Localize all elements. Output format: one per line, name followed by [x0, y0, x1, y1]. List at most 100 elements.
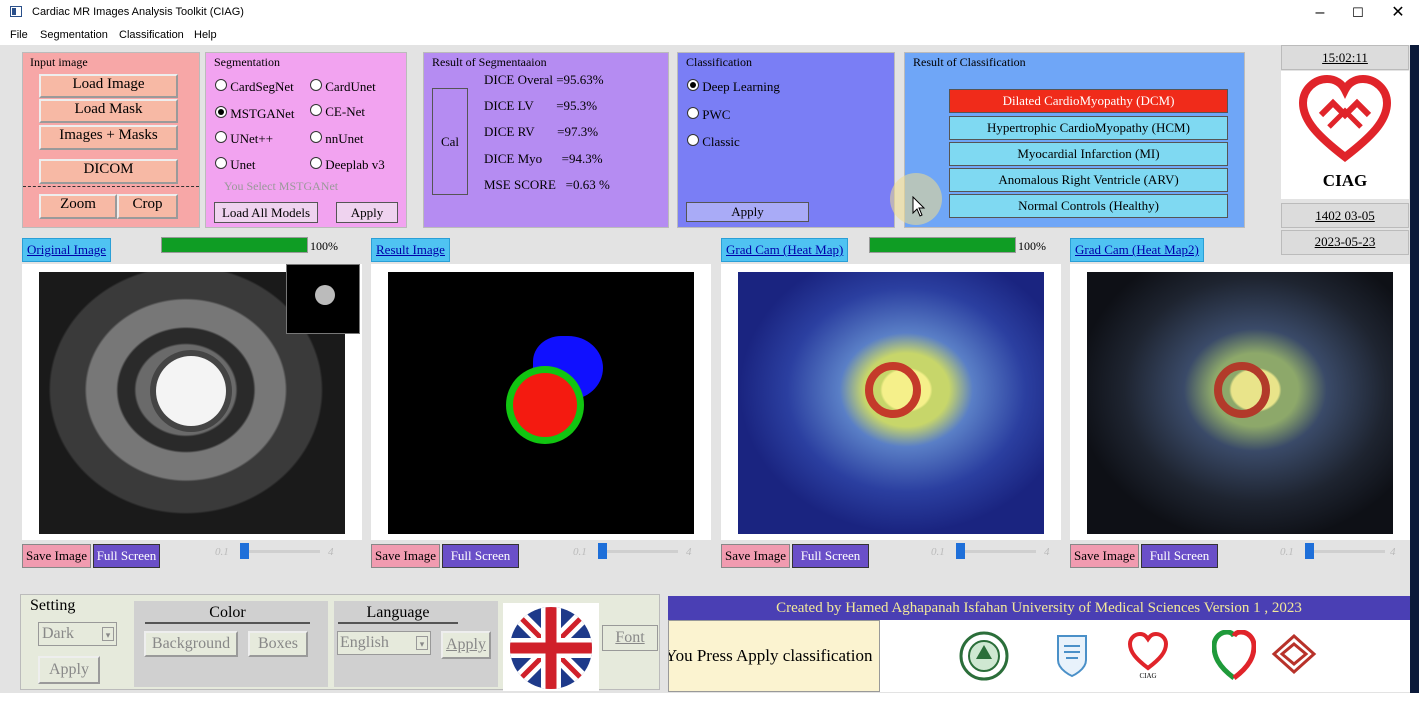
- zoom-slider-2[interactable]: [598, 550, 678, 553]
- color-group: Color Background Boxes: [134, 601, 328, 687]
- crop-button[interactable]: Crop: [117, 194, 178, 219]
- background-color-button[interactable]: Background: [144, 631, 238, 657]
- radio-icon: [215, 79, 227, 91]
- slider-max-4: 4: [1390, 546, 1396, 558]
- tab-original-image[interactable]: Original Image: [22, 238, 112, 262]
- radio-nnunet[interactable]: nnUnet: [310, 131, 364, 147]
- slider-thumb-1[interactable]: [240, 543, 249, 559]
- persian-date: 1402 03-05: [1315, 208, 1375, 223]
- title-bar: Cardiac MR Images Analysis Toolkit (CIAG…: [0, 0, 1419, 26]
- slider-thumb-2[interactable]: [598, 543, 607, 559]
- uk-flag-icon[interactable]: [509, 606, 593, 690]
- slider-thumb-3[interactable]: [956, 543, 965, 559]
- gradcam-image-frame: [721, 264, 1061, 540]
- theme-select[interactable]: Dark ▾: [38, 622, 117, 646]
- segmentation-title: Segmentation: [214, 55, 280, 69]
- tab-grad-cam-2[interactable]: Grad Cam (Heat Map2): [1070, 238, 1204, 262]
- radio-cenet[interactable]: CE-Net: [310, 104, 365, 120]
- zoom-button[interactable]: Zoom: [39, 194, 117, 219]
- language-apply-button[interactable]: Apply: [441, 631, 491, 659]
- radio-deeplab[interactable]: Deeplab v3: [310, 157, 385, 173]
- ciag-small-logo-caption: CIAG: [1139, 672, 1157, 680]
- load-all-models-button[interactable]: Load All Models: [214, 202, 318, 223]
- menu-segmentation[interactable]: Segmentation: [40, 29, 108, 41]
- theme-apply-button[interactable]: Apply: [38, 656, 100, 684]
- clock-time: 15:02:11: [1322, 50, 1368, 65]
- class-item-hcm[interactable]: Hypertrophic CardioMyopathy (HCM): [949, 116, 1228, 140]
- slider-max-1: 4: [328, 546, 334, 558]
- time-box: 15:02:11: [1281, 45, 1409, 70]
- ciag-heart-logo-icon: [1299, 75, 1391, 163]
- dice-myo: DICE Myo =94.3%: [484, 151, 603, 166]
- full-screen-button-1[interactable]: Full Screen: [93, 544, 160, 568]
- radio-icon: [310, 79, 322, 91]
- class-item-dcm[interactable]: Dilated CardioMyopathy (DCM): [949, 89, 1228, 113]
- full-screen-button-4[interactable]: Full Screen: [1141, 544, 1218, 568]
- class-item-arv[interactable]: Anomalous Right Ventricle (ARV): [949, 168, 1228, 192]
- close-button[interactable]: ✕: [1391, 4, 1405, 21]
- font-button[interactable]: Font: [602, 625, 658, 651]
- radio-mstganet[interactable]: MSTGANet: [215, 106, 295, 122]
- language-select[interactable]: English ▾: [337, 631, 431, 655]
- segmentation-panel: Segmentation CardSegNet CardUnet MSTGANe…: [205, 52, 407, 228]
- gradcam-progress-bar: [869, 237, 1016, 253]
- radio-selected-icon: [215, 106, 227, 118]
- segmentation-apply-button[interactable]: Apply: [336, 202, 398, 223]
- menu-classification[interactable]: Classification: [119, 29, 184, 41]
- tab-grad-cam[interactable]: Grad Cam (Heat Map): [721, 238, 849, 262]
- isfahan-university-icon: [1057, 635, 1087, 678]
- save-image-button-4[interactable]: Save Image: [1070, 544, 1139, 568]
- heart-lab-logo-icon: [1212, 630, 1256, 680]
- cursor-highlight: [890, 173, 942, 225]
- radio-icon: [310, 104, 322, 116]
- radio-pwc[interactable]: PWC: [687, 107, 730, 123]
- original-image-frame: [22, 264, 362, 540]
- radio-cardunet[interactable]: CardUnet: [310, 79, 376, 95]
- radio-classic[interactable]: Classic: [687, 134, 740, 150]
- language-group-title: Language: [338, 604, 458, 624]
- ciag-logo-text: CIAG: [1322, 171, 1368, 190]
- zoom-slider-3[interactable]: [956, 550, 1036, 553]
- radio-unetpp[interactable]: UNet++: [215, 131, 273, 147]
- class-item-normal[interactable]: Normal Controls (Healthy): [949, 194, 1228, 218]
- radio-icon: [310, 131, 322, 143]
- save-image-button-2[interactable]: Save Image: [371, 544, 440, 568]
- dropdown-icon: ▾: [416, 636, 428, 650]
- radio-cardsegnet[interactable]: CardSegNet: [215, 79, 294, 95]
- load-image-button[interactable]: Load Image: [39, 74, 178, 98]
- status-message: You Press Apply classification: [668, 620, 880, 692]
- classification-panel: Classification Deep Learning PWC Classic…: [677, 52, 895, 228]
- slider-thumb-4[interactable]: [1305, 543, 1314, 559]
- load-mask-button[interactable]: Load Mask: [39, 99, 178, 123]
- tab-result-image[interactable]: Result Image: [371, 238, 450, 262]
- class-item-mi[interactable]: Myocardial Infarction (MI): [949, 142, 1228, 166]
- settings-panel: Setting Dark ▾ Apply Color Background Box…: [20, 594, 660, 691]
- ciag-logo-box: CIAG: [1281, 71, 1409, 199]
- menu-help[interactable]: Help: [194, 29, 217, 41]
- images-masks-button[interactable]: Images + Masks: [39, 125, 178, 150]
- cal-button[interactable]: Cal: [432, 88, 468, 195]
- full-screen-button-3[interactable]: Full Screen: [792, 544, 869, 568]
- save-image-button-3[interactable]: Save Image: [721, 544, 790, 568]
- slider-min-2: 0.1: [573, 546, 587, 558]
- maximize-button[interactable]: ☐: [1352, 5, 1364, 20]
- dicom-button[interactable]: DICOM: [39, 159, 178, 184]
- save-image-button-1[interactable]: Save Image: [22, 544, 91, 568]
- boxes-color-button[interactable]: Boxes: [248, 631, 308, 657]
- menu-bar: File Segmentation Classification Help: [0, 26, 1419, 45]
- original-progress-bar: [161, 237, 308, 253]
- logo-strip: CIAG: [880, 620, 1410, 692]
- gradcam2-image-frame: [1070, 264, 1410, 540]
- classification-apply-button[interactable]: Apply: [686, 202, 809, 222]
- full-screen-button-2[interactable]: Full Screen: [442, 544, 519, 568]
- zoom-slider-4[interactable]: [1305, 550, 1385, 553]
- minimize-button[interactable]: –: [1315, 4, 1325, 21]
- mask-blob: [315, 285, 335, 305]
- slider-min-1: 0.1: [215, 546, 229, 558]
- radio-deep-learning[interactable]: Deep Learning: [687, 79, 780, 95]
- menu-file[interactable]: File: [10, 29, 28, 41]
- dropdown-icon: ▾: [102, 627, 114, 641]
- radio-unet[interactable]: Unet: [215, 157, 256, 173]
- zoom-slider-1[interactable]: [240, 550, 320, 553]
- heatmap2-ring: [1214, 362, 1270, 418]
